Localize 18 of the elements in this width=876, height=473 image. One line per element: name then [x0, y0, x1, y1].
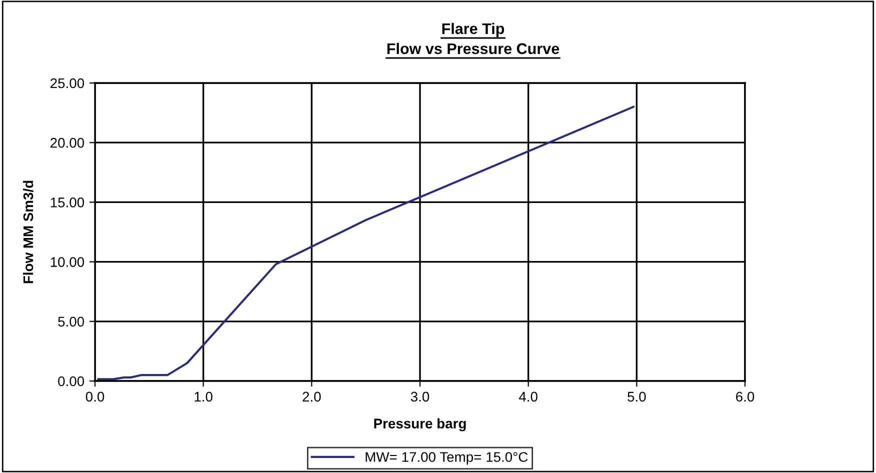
legend-label: MW= 17.00 Temp= 15.0°C: [366, 452, 528, 465]
y-tick-label: 10.00: [50, 257, 84, 267]
y-tick-label: 20.00: [50, 138, 84, 148]
x-tick-label: 3.0: [410, 392, 430, 402]
x-tick-label: 1.0: [194, 392, 212, 402]
x-tick-label: 4.0: [519, 392, 538, 402]
y-tick-label: 15.00: [50, 198, 84, 208]
line-series: [97, 106, 634, 380]
chart-title: Flare Tip Flow vs Pressure Curve: [387, 22, 560, 54]
x-axis-title: Pressure barg: [374, 418, 466, 432]
y-tick-label: 0.00: [58, 376, 84, 386]
x-tick-label: 6.0: [736, 392, 754, 402]
y-axis-title: Flow MM Sm3/d: [22, 180, 34, 284]
y-tick-label: 25.00: [50, 78, 84, 88]
x-tick-label: 2.0: [302, 392, 321, 402]
y-tick-label: 5.00: [58, 316, 84, 327]
x-tick-label: 5.0: [628, 392, 646, 402]
x-tick-label: 0.0: [86, 392, 104, 402]
